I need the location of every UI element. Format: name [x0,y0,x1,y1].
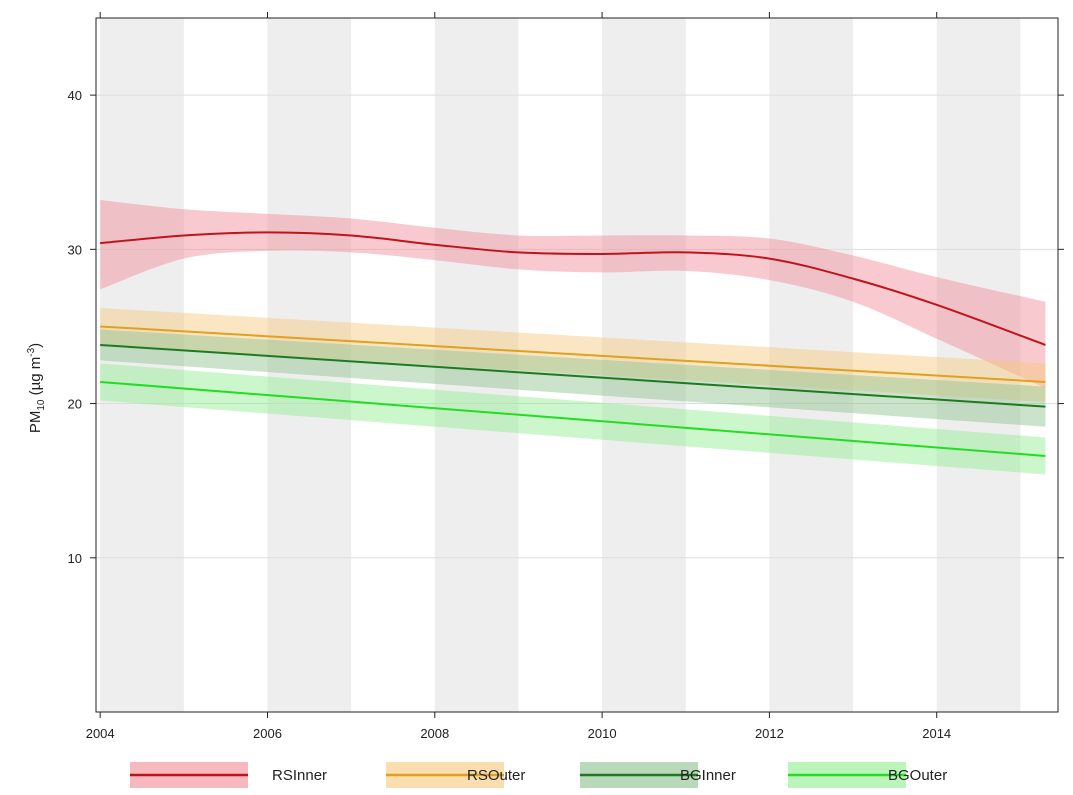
year-shade-2014 [936,18,1021,712]
plot-frame [95,17,1059,713]
year-shade-2008 [434,18,519,712]
x-tick-label-2006: 2006 [253,726,282,741]
band-bginner [100,329,1046,427]
x-tick-label-2010: 2010 [588,726,617,741]
x-tick-label-2014: 2014 [922,726,951,741]
line-bginner [100,343,1046,408]
year-shade-2010 [602,18,686,712]
confidence-bands [100,199,1046,475]
y-axis: 10 20 30 40 [68,88,1064,566]
y-tick-label-10: 10 [68,551,82,566]
x-tick-label-2012: 2012 [755,726,784,741]
y-tick-label-30: 30 [68,242,82,257]
legend-item-bginner: BGInner [580,762,736,788]
year-shade-2006 [267,18,352,712]
gridlines [96,94,1058,559]
x-axis: 2004 2006 2008 2010 2012 2014 [86,12,951,741]
line-rsinner [100,231,1046,346]
legend: RSInner RSOuter BGInner BGOuter [130,762,947,788]
legend-label-bginner: BGInner [680,767,736,784]
line-bgouter [100,380,1046,457]
line-rsouter [100,325,1046,383]
legend-item-rsinner: RSInner [130,762,327,788]
y-tick-label-40: 40 [68,88,82,103]
year-shade-2004 [100,18,184,712]
legend-label-rsinner: RSInner [272,767,327,784]
y-tick-label-20: 20 [68,397,82,412]
year-shading [100,18,1021,712]
year-shade-2012 [769,18,854,712]
y-axis-label: PM10 (µg m-3) [26,343,47,433]
legend-item-rsouter: RSOuter [386,762,525,788]
legend-label-rsouter: RSOuter [467,767,525,784]
legend-item-bgouter: BGOuter [788,762,947,788]
x-tick-label-2008: 2008 [420,726,449,741]
trend-lines [100,231,1046,457]
band-rsinner [100,199,1046,389]
legend-label-bgouter: BGOuter [888,767,947,784]
x-tick-label-2004: 2004 [86,726,115,741]
